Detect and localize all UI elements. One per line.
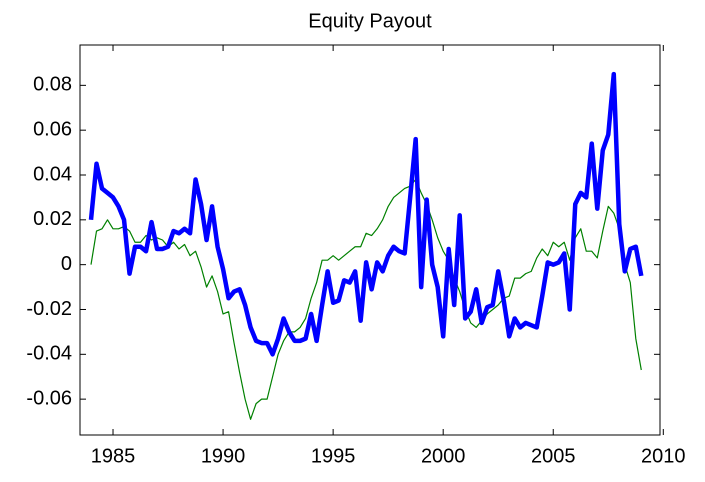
y-tick-label: 0.08 <box>33 74 72 96</box>
x-tick-label: 2005 <box>531 445 576 467</box>
chart-title: Equity Payout <box>308 10 432 32</box>
x-tick-label: 1985 <box>91 445 136 467</box>
y-tick-label: 0 <box>61 253 72 275</box>
data-line <box>88 71 644 357</box>
y-tick-label: -0.06 <box>26 387 72 409</box>
y-tick-label: 0.02 <box>33 208 72 230</box>
y-tick-label: -0.04 <box>26 343 72 365</box>
y-tick-label: -0.02 <box>26 298 72 320</box>
x-tick-label: 2010 <box>641 445 686 467</box>
data-line <box>90 178 642 420</box>
plot-frame <box>79 44 661 436</box>
x-tick-label: 1990 <box>201 445 246 467</box>
y-tick-label: 0.04 <box>33 163 72 185</box>
x-tick-label: 2000 <box>421 445 466 467</box>
x-tick-label: 1995 <box>311 445 356 467</box>
y-tick-label: 0.06 <box>33 118 72 140</box>
